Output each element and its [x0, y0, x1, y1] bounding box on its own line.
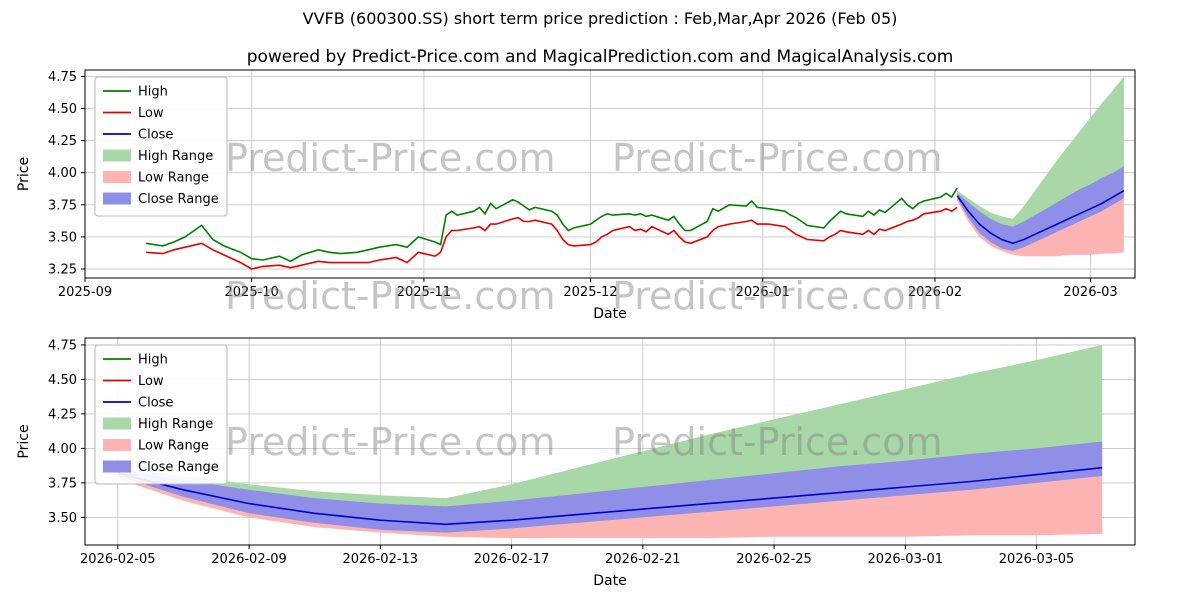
- svg-text:3.75: 3.75: [48, 476, 77, 491]
- figure-subtitle: powered by Predict-Price.com and Magical…: [246, 47, 954, 67]
- svg-text:2026-02-17: 2026-02-17: [474, 552, 550, 567]
- low-range-band: [957, 195, 1124, 257]
- svg-text:4.50: 4.50: [48, 102, 77, 117]
- legend-patch-swatch: [103, 417, 131, 430]
- legend-label: Close: [138, 396, 173, 411]
- svg-text:2026-02-13: 2026-02-13: [343, 552, 419, 567]
- svg-text:4.25: 4.25: [48, 134, 77, 149]
- svg-text:2026-02-09: 2026-02-09: [211, 552, 287, 567]
- legend-label: Low: [138, 106, 164, 121]
- svg-text:4.75: 4.75: [48, 338, 77, 353]
- svg-text:2026-02-05: 2026-02-05: [80, 552, 156, 567]
- high-line: [145, 187, 958, 263]
- legend-patch-swatch: [103, 149, 131, 162]
- legend-label: High: [138, 353, 168, 368]
- low-range-band: [117, 473, 1103, 539]
- y-axis-label: Price: [16, 157, 32, 191]
- svg-text:2025-12: 2025-12: [563, 285, 617, 300]
- legend-label: Close Range: [138, 192, 219, 207]
- svg-text:2026-01: 2026-01: [736, 285, 790, 300]
- low-line: [146, 206, 958, 270]
- svg-text:2026-02-21: 2026-02-21: [605, 552, 681, 567]
- svg-text:4.00: 4.00: [48, 166, 77, 181]
- tick-labels: 2025-09 2025-10 2025-11 2025-12 2026-01 2026-…: [48, 70, 1118, 300]
- top-chart: 2025-09 2025-10 2025-11 2025-12 2026-01 2026-…: [16, 69, 1136, 322]
- close-line: [117, 466, 1103, 526]
- x-axis-label: Date: [593, 573, 626, 589]
- svg-text:4.75: 4.75: [48, 70, 77, 85]
- svg-text:2026-03-05: 2026-03-05: [999, 552, 1075, 567]
- y-axis-label: Price: [16, 424, 32, 458]
- figure-title: VVFB (600300.SS) short term price predic…: [302, 9, 898, 28]
- close-line: [956, 190, 1125, 245]
- legend-patch-swatch: [103, 171, 131, 183]
- legend-label: High Range: [138, 149, 213, 164]
- close-range-band: [957, 166, 1124, 251]
- close-range-band: [117, 441, 1103, 533]
- legend-label: Low: [138, 374, 164, 389]
- svg-text:2026-03: 2026-03: [1063, 285, 1117, 300]
- legend-label: Close Range: [138, 460, 219, 475]
- legend-patch-swatch: [103, 460, 131, 473]
- svg-text:3.50: 3.50: [48, 511, 77, 526]
- legend-label: High: [138, 85, 168, 100]
- bottom-chart: 2026-02-05 2026-02-09 2026-02-13 2026-02-17…: [16, 337, 1136, 589]
- plot-frame: [84, 337, 1136, 546]
- svg-text:4.25: 4.25: [48, 407, 77, 422]
- svg-text:3.25: 3.25: [48, 263, 77, 278]
- svg-text:2025-11: 2025-11: [397, 285, 451, 300]
- plot-background: [85, 70, 1135, 278]
- legend-label: Close: [138, 128, 173, 143]
- x-axis-label: Date: [593, 306, 626, 322]
- legend: High Low Close High Range Low Range Close Ran…: [94, 344, 228, 485]
- svg-text:2025-10: 2025-10: [225, 285, 279, 300]
- svg-text:3.75: 3.75: [48, 198, 77, 213]
- legend-label: Low Range: [138, 171, 209, 186]
- tick-labels: 2026-02-05 2026-02-09 2026-02-13 2026-02-17…: [48, 338, 1074, 567]
- svg-text:2026-02-25: 2026-02-25: [736, 552, 812, 567]
- svg-text:3.50: 3.50: [48, 230, 77, 245]
- legend-patch-swatch: [103, 439, 131, 451]
- svg-text:4.00: 4.00: [48, 442, 77, 457]
- legend-label: Low Range: [138, 439, 209, 454]
- svg-text:2026-02: 2026-02: [908, 285, 962, 300]
- svg-text:4.50: 4.50: [48, 373, 77, 388]
- legend-patch-swatch: [103, 192, 131, 205]
- svg-text:2026-03-01: 2026-03-01: [868, 552, 944, 567]
- legend: High Low Close High Range Low Range Close Ran…: [94, 76, 228, 217]
- plot-frame: [84, 69, 1136, 279]
- legend-label: High Range: [138, 417, 213, 432]
- svg-text:2025-09: 2025-09: [58, 285, 112, 300]
